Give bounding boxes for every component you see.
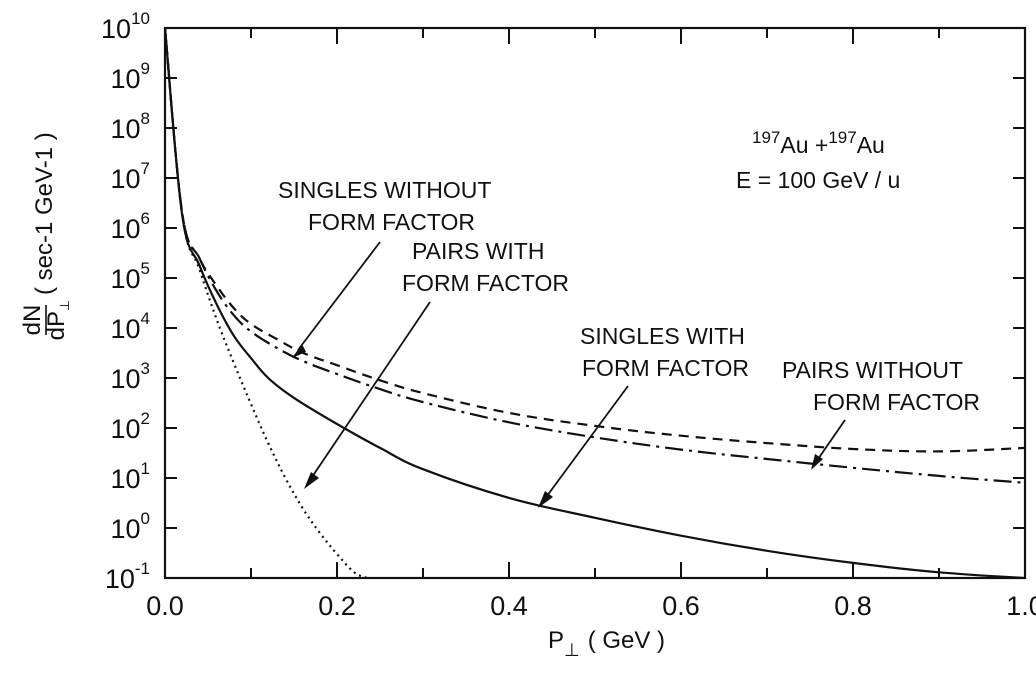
- arrow-pairs-without: [815, 419, 846, 463]
- arrow-singles-with: [543, 385, 629, 501]
- x-tick-label: 0.6: [662, 591, 700, 621]
- label-pairs-without-line1: PAIRS WITHOUT: [782, 357, 963, 383]
- y-tick-label: 104: [110, 309, 150, 344]
- x-tick-label: 0.4: [490, 591, 528, 621]
- label-pairs-without-line2: FORM FACTOR: [813, 389, 980, 415]
- y-tick-label: 105: [110, 259, 150, 294]
- arrow-singles-without: [297, 241, 381, 351]
- y-axis-title-numerator: dN: [19, 305, 46, 336]
- y-axis-title-units: ( sec-1 GeV-1 ): [31, 132, 58, 295]
- energy-label: E = 100 GeV / u: [736, 167, 900, 193]
- series-line-pairs-without-form-factor: [163, 27, 1026, 484]
- series-line-pairs-with-form-factor: [163, 27, 368, 580]
- label-pairs-with-line2: FORM FACTOR: [402, 270, 569, 296]
- arrowhead-pairs-with: [304, 472, 319, 489]
- y-tick-label: 100: [110, 509, 150, 544]
- axis-ticks: [164, 27, 1026, 579]
- y-axis-tick-labels: 10-1 100 101 102 103 104 105 106 107 108 109 1010: [101, 9, 150, 594]
- y-tick-label: 107: [110, 159, 150, 194]
- label-pairs-with-line1: PAIRS WITH: [412, 238, 544, 264]
- y-axis-title-denominator: dP⊥: [43, 300, 72, 341]
- y-tick-label: 1010: [101, 9, 150, 44]
- series-line-singles-without-form-factor: [163, 27, 1026, 453]
- x-axis-title: P⊥( GeV ): [548, 627, 665, 660]
- arrowhead-pairs-without: [811, 454, 823, 470]
- x-tick-label: 1.0: [1006, 591, 1036, 621]
- x-axis-tick-labels: 0.0 0.2 0.4 0.6 0.8 1.0: [146, 591, 1036, 621]
- series-line-singles-with-form-factor: [163, 27, 1026, 580]
- y-tick-label: 102: [110, 409, 150, 444]
- y-tick-label: 109: [110, 59, 150, 94]
- annotation-arrows: [292, 241, 846, 508]
- label-singles-with-line2: FORM FACTOR: [582, 355, 749, 381]
- y-axis-title: dN dP⊥ ( sec-1 GeV-1 ): [19, 132, 72, 340]
- y-tick-label: 106: [110, 209, 150, 244]
- label-singles-without-line1: SINGLES WITHOUT: [278, 177, 491, 203]
- x-tick-label: 0.2: [318, 591, 356, 621]
- x-tick-label: 0.0: [146, 591, 184, 621]
- x-tick-label: 0.8: [834, 591, 872, 621]
- y-tick-label: 101: [110, 459, 150, 494]
- reaction-label: 197Au +197Au: [752, 128, 885, 158]
- y-tick-label: 10-1: [105, 559, 150, 594]
- label-singles-without-line2: FORM FACTOR: [308, 209, 475, 235]
- arrowhead-singles-without: [292, 344, 306, 358]
- arrow-pairs-with: [309, 301, 431, 481]
- series-layer: [163, 27, 1026, 580]
- arrowhead-singles-with: [538, 491, 553, 508]
- y-tick-label: 108: [110, 109, 150, 144]
- y-tick-label: 103: [110, 359, 150, 394]
- label-singles-with-line1: SINGLES WITH: [580, 323, 745, 349]
- plot-frame: [163, 26, 1027, 580]
